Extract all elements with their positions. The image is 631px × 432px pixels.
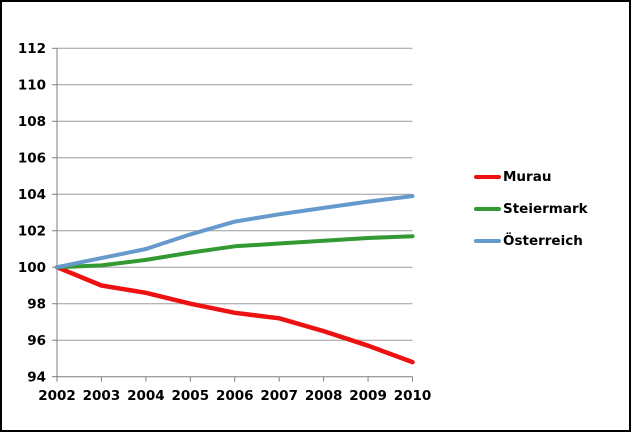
x-axis-label: 2002: [38, 388, 76, 404]
y-axis-label: 94: [27, 370, 46, 386]
series-line-murau: [54, 264, 415, 365]
legend-label-steiermark: Steiermark: [503, 201, 588, 217]
y-axis-label: 98: [27, 297, 46, 313]
x-axis-label: 2005: [172, 388, 210, 404]
x-axis-label: 2006: [216, 388, 254, 404]
x-axis-label: 2007: [260, 388, 298, 404]
legend-swatch-murau: [474, 174, 501, 180]
chart-legend: Murau Steiermark Österreich: [474, 170, 588, 248]
y-axis-label: 112: [18, 41, 46, 57]
legend-item-steiermark: Steiermark: [474, 202, 588, 216]
y-axis-label: 96: [27, 333, 46, 349]
series-line-oesterreich: [55, 194, 415, 270]
y-axis-label: 100: [18, 260, 46, 276]
y-axis-label: 106: [18, 151, 46, 167]
x-axis-label: 2008: [305, 388, 343, 404]
x-axis-label: 2009: [349, 388, 387, 404]
y-axis-label: 102: [18, 224, 46, 240]
legend-item-murau: Murau: [474, 170, 588, 184]
y-axis-label: 110: [18, 78, 46, 94]
legend-swatch-oesterreich: [474, 238, 501, 244]
legend-item-oesterreich: Österreich: [474, 234, 588, 248]
legend-label-murau: Murau: [503, 169, 552, 185]
y-axis-label: 104: [18, 187, 46, 203]
x-axis-label: 2010: [394, 388, 432, 404]
legend-swatch-steiermark: [474, 206, 501, 212]
y-axis-label: 108: [18, 114, 46, 130]
series-line-steiermark: [55, 234, 415, 270]
x-axis-label: 2004: [127, 388, 165, 404]
legend-label-oesterreich: Österreich: [503, 233, 583, 249]
x-axis-label: 2003: [83, 388, 121, 404]
